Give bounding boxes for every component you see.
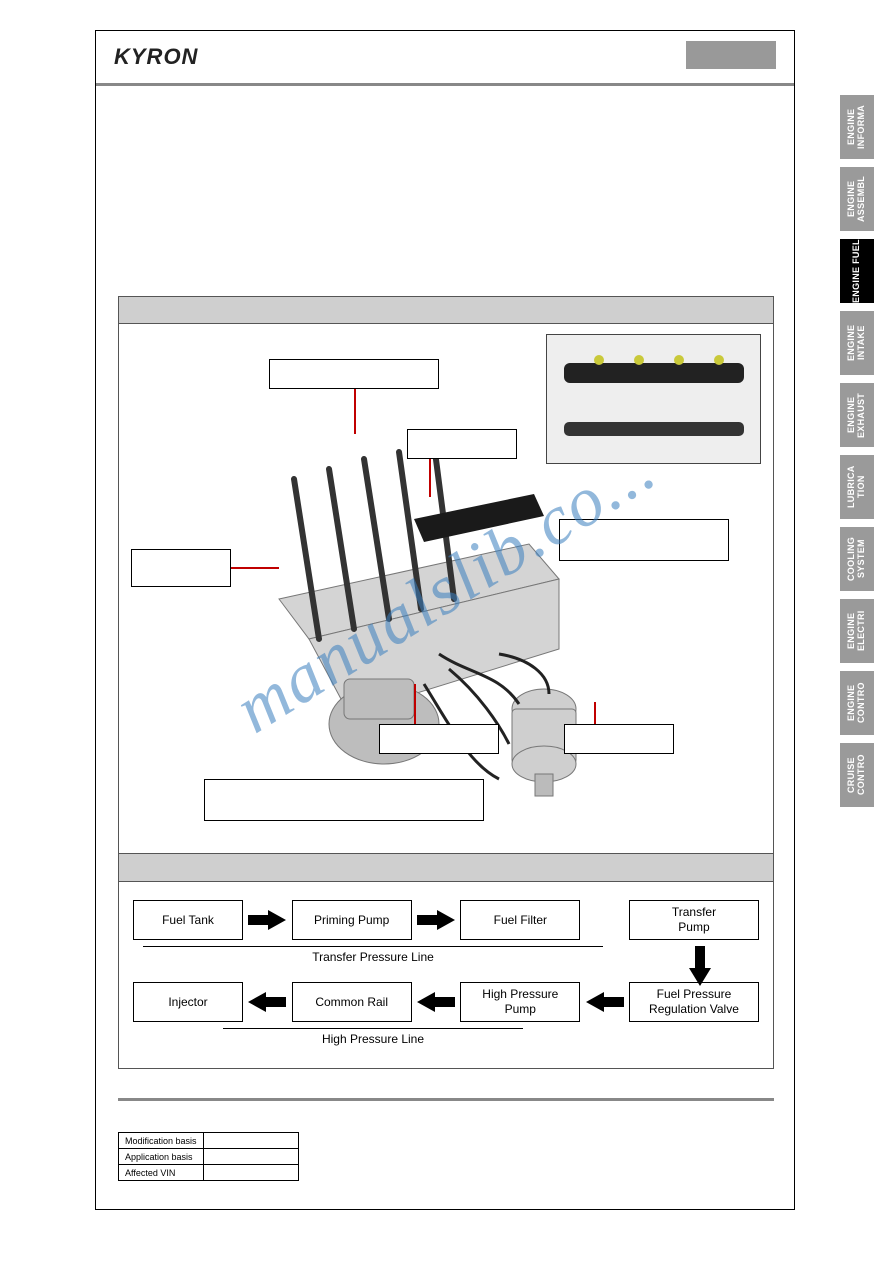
node-common-rail: Common Rail <box>292 982 412 1022</box>
callout-box-hp-pump <box>379 724 499 754</box>
flow-row-1: Fuel Tank Priming Pump Fuel Filter Trans… <box>133 900 759 940</box>
tab-engine-info[interactable]: ENGINE INFORMA <box>840 95 874 159</box>
diagram-title-bar <box>118 296 774 324</box>
main-content: manualslib.co... Fuel Tank Priming Pump … <box>118 296 774 1069</box>
table-row: Affected VIN <box>119 1165 299 1181</box>
tab-engine-electric[interactable]: ENGINE ELECTRI <box>840 599 874 663</box>
rev-label: Application basis <box>119 1149 204 1165</box>
table-row: Modification basis <box>119 1133 299 1149</box>
tab-engine-fuel[interactable]: ENGINE FUEL <box>840 239 874 303</box>
system-diagram: manualslib.co... <box>118 324 774 854</box>
tab-cooling[interactable]: COOLING SYSTEM <box>840 527 874 591</box>
tab-engine-intake[interactable]: ENGINE INTAKE <box>840 311 874 375</box>
table-row: Application basis <box>119 1149 299 1165</box>
rev-value <box>203 1133 298 1149</box>
leader-line <box>594 702 596 724</box>
page-frame: KYRON <box>95 30 795 1210</box>
engine-illustration <box>199 424 639 824</box>
arrow-right-icon <box>248 910 286 930</box>
arrow-down-icon <box>689 946 711 991</box>
leader-line <box>429 459 431 497</box>
leader-line <box>354 389 356 434</box>
node-transfer-pump: Transfer Pump <box>629 900 759 940</box>
leader-line <box>231 567 279 569</box>
node-injector: Injector <box>133 982 243 1022</box>
footer-rule <box>118 1098 774 1101</box>
tab-engine-control[interactable]: ENGINE CONTRO <box>840 671 874 735</box>
tab-engine-exhaust[interactable]: ENGINE EXHAUST <box>840 383 874 447</box>
callout-box-bottom <box>204 779 484 821</box>
rev-label: Modification basis <box>119 1133 204 1149</box>
arrow-left-icon <box>248 992 286 1012</box>
arrow-left-icon <box>417 992 455 1012</box>
flowchart-container: Fuel Tank Priming Pump Fuel Filter Trans… <box>118 882 774 1069</box>
common-rail-photo-a <box>564 363 744 383</box>
rev-value <box>203 1149 298 1165</box>
arrow-left-icon <box>586 992 624 1012</box>
rev-label: Affected VIN <box>119 1165 204 1181</box>
transfer-line-label: Transfer Pressure Line <box>143 946 603 964</box>
callout-box-right <box>559 519 729 561</box>
callout-box-top <box>269 359 439 389</box>
arrow-right-icon <box>417 910 455 930</box>
brand-logo: KYRON <box>114 44 198 70</box>
node-fuel-filter: Fuel Filter <box>460 900 580 940</box>
header-page-box <box>686 41 776 69</box>
flow-row-2: Injector Common Rail High Pressure Pump … <box>133 982 759 1022</box>
page-header: KYRON <box>96 31 794 86</box>
rev-value <box>203 1165 298 1181</box>
revision-table: Modification basis Application basis Aff… <box>118 1132 299 1181</box>
hp-line-label: High Pressure Line <box>223 1028 523 1046</box>
node-priming-pump: Priming Pump <box>292 900 412 940</box>
node-hp-pump: High Pressure Pump <box>460 982 580 1022</box>
callout-box-filter <box>564 724 674 754</box>
tab-engine-assembly[interactable]: ENGINE ASSEMBL <box>840 167 874 231</box>
node-fuel-tank: Fuel Tank <box>133 900 243 940</box>
leader-line <box>414 684 416 724</box>
tab-lubrication[interactable]: LUBRICA TION <box>840 455 874 519</box>
flowchart-title-bar <box>118 854 774 882</box>
callout-box-rail <box>407 429 517 459</box>
callout-box-injector <box>131 549 231 587</box>
section-tabs: ENGINE INFORMA ENGINE ASSEMBL ENGINE FUE… <box>840 95 874 807</box>
tab-cruise-control[interactable]: CRUISE CONTRO <box>840 743 874 807</box>
